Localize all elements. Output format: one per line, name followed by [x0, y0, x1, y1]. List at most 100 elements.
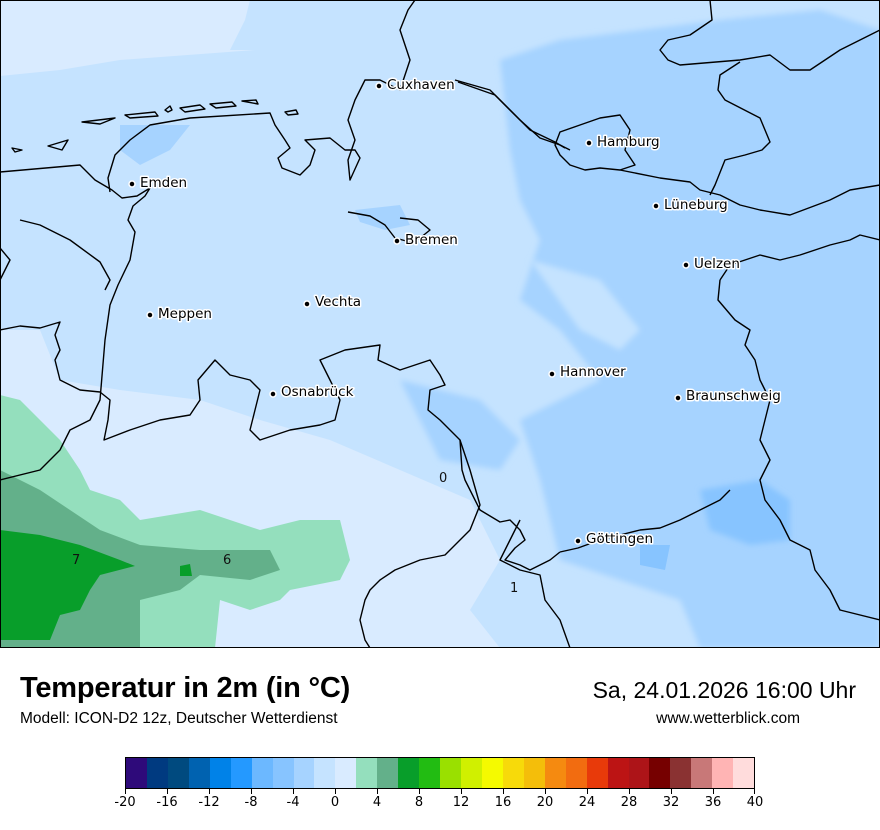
colorbar-tick — [167, 789, 168, 794]
colorbar-tick-label: -16 — [156, 795, 178, 810]
colorbar-segment — [167, 758, 189, 788]
city-goettingen: Göttingen — [574, 530, 655, 549]
city-hamburg: Hamburg — [585, 133, 661, 152]
colorbar-tick-label: 32 — [662, 795, 680, 810]
colorbar-segment — [126, 758, 147, 788]
colorbar-segment — [419, 758, 441, 788]
colorbar-tick — [209, 789, 210, 794]
contour-label-1: 1 — [510, 581, 518, 596]
colorbar-tick — [293, 789, 294, 794]
svg-text:Hamburg: Hamburg — [597, 134, 660, 150]
city-cuxhaven: Cuxhaven — [375, 76, 456, 95]
colorbar-tick-label: 36 — [704, 795, 722, 810]
colorbar-segment — [251, 758, 273, 788]
colorbar-tick-label: -20 — [114, 795, 136, 810]
svg-text:Hannover: Hannover — [560, 364, 626, 380]
colorbar-tick — [125, 789, 126, 794]
colorbar-segment — [230, 758, 252, 788]
chart-title: Temperatur in 2m (in °C) — [20, 672, 351, 704]
colorbar-segment — [670, 758, 692, 788]
city-vechta: Vechta — [303, 293, 363, 312]
model-subtitle: Modell: ICON-D2 12z, Deutscher Wetterdie… — [20, 710, 338, 727]
city-uelzen: Uelzen — [682, 255, 741, 274]
temperature-map: Cuxhaven Hamburg Emden Lüneburg Bremen U… — [0, 0, 880, 648]
colorbar-segment — [523, 758, 545, 788]
svg-text:Meppen: Meppen — [158, 306, 212, 322]
colorbar-segment — [712, 758, 734, 788]
svg-text:Cuxhaven: Cuxhaven — [387, 77, 455, 93]
colorbar-tick — [671, 789, 672, 794]
colorbar-tick-label: 24 — [578, 795, 596, 810]
colorbar-segment — [733, 758, 755, 788]
valid-datetime: Sa, 24.01.2026 16:00 Uhr — [592, 677, 856, 703]
svg-text:Vechta: Vechta — [315, 294, 361, 310]
colorbar-segment — [356, 758, 378, 788]
colorbar-tick-label: 0 — [330, 795, 340, 810]
colorbar-segment — [691, 758, 713, 788]
contour-labels: 0 7 6 1 — [72, 471, 518, 596]
colorbar-segment — [461, 758, 482, 788]
colorbar-tick — [251, 789, 252, 794]
colorbar-tick-label: -4 — [286, 795, 300, 810]
colorbar-tick — [629, 789, 630, 794]
colorbar-tick-label: -12 — [198, 795, 220, 810]
colorbar-segment — [335, 758, 357, 788]
contour-label-0: 0 — [439, 471, 447, 486]
colorbar-segment — [481, 758, 503, 788]
city-hannover: Hannover — [548, 363, 628, 382]
svg-text:Osnabrück: Osnabrück — [281, 384, 354, 400]
colorbar-tick — [377, 789, 378, 794]
contour-label-6: 6 — [223, 553, 231, 568]
colorbar-tick — [419, 789, 420, 794]
colorbar-tick — [461, 789, 462, 794]
colorbar-tick-label: 28 — [620, 795, 638, 810]
svg-text:Braunschweig: Braunschweig — [686, 388, 781, 404]
colorbar-segment — [188, 758, 210, 788]
contour-label-7: 7 — [72, 553, 80, 568]
colorbar-segment — [565, 758, 587, 788]
city-meppen: Meppen — [146, 305, 213, 324]
website-link[interactable]: www.wetterblick.com — [656, 710, 800, 727]
colorbar-tick — [713, 789, 714, 794]
borders — [0, 0, 880, 648]
svg-text:Lüneburg: Lüneburg — [664, 197, 728, 213]
colorbar-segment — [209, 758, 231, 788]
city-markers: Cuxhaven Hamburg Emden Lüneburg Bremen U… — [128, 76, 782, 549]
colorbar-segment — [293, 758, 315, 788]
colorbar-tick-label: 12 — [452, 795, 470, 810]
city-osnabrueck: Osnabrück — [269, 383, 355, 402]
colorbar-segment — [502, 758, 524, 788]
colorbar-segment — [586, 758, 608, 788]
colorbar-segment — [398, 758, 420, 788]
city-emden: Emden — [128, 174, 189, 193]
colorbar-ticks: -20 -16 -12 -8 -4 0 4 8 12 16 20 24 28 32 36 40 — [114, 789, 763, 819]
colorbar-tick-label: -8 — [244, 795, 258, 810]
colorbar-segment — [377, 758, 399, 788]
colorbar-tick — [503, 789, 504, 794]
colorbar-segment — [272, 758, 294, 788]
svg-text:Bremen: Bremen — [405, 232, 458, 248]
city-lueneburg: Lüneburg — [652, 196, 729, 215]
city-braunschweig: Braunschweig — [674, 387, 782, 406]
city-bremen: Bremen — [393, 231, 459, 250]
colorbar-tick — [754, 789, 755, 794]
colorbar-tick-label: 20 — [536, 795, 554, 810]
colorbar-tick-label: 40 — [746, 795, 764, 810]
colorbar — [125, 757, 755, 789]
colorbar-tick — [545, 789, 546, 794]
colorbar-tick-label: 8 — [414, 795, 424, 810]
colorbar-segment — [628, 758, 650, 788]
colorbar-segment — [607, 758, 629, 788]
colorbar-segment — [440, 758, 461, 788]
colorbar-tick-label: 16 — [494, 795, 512, 810]
colorbar-tick-label: 4 — [372, 795, 382, 810]
colorbar-segment — [146, 758, 168, 788]
colorbar-tick — [587, 789, 588, 794]
svg-text:Göttingen: Göttingen — [586, 531, 653, 547]
svg-text:Uelzen: Uelzen — [694, 256, 740, 272]
colorbar-segment — [314, 758, 336, 788]
svg-text:Emden: Emden — [140, 175, 187, 191]
colorbar-segment — [649, 758, 671, 788]
colorbar-tick — [335, 789, 336, 794]
colorbar-segment — [544, 758, 566, 788]
